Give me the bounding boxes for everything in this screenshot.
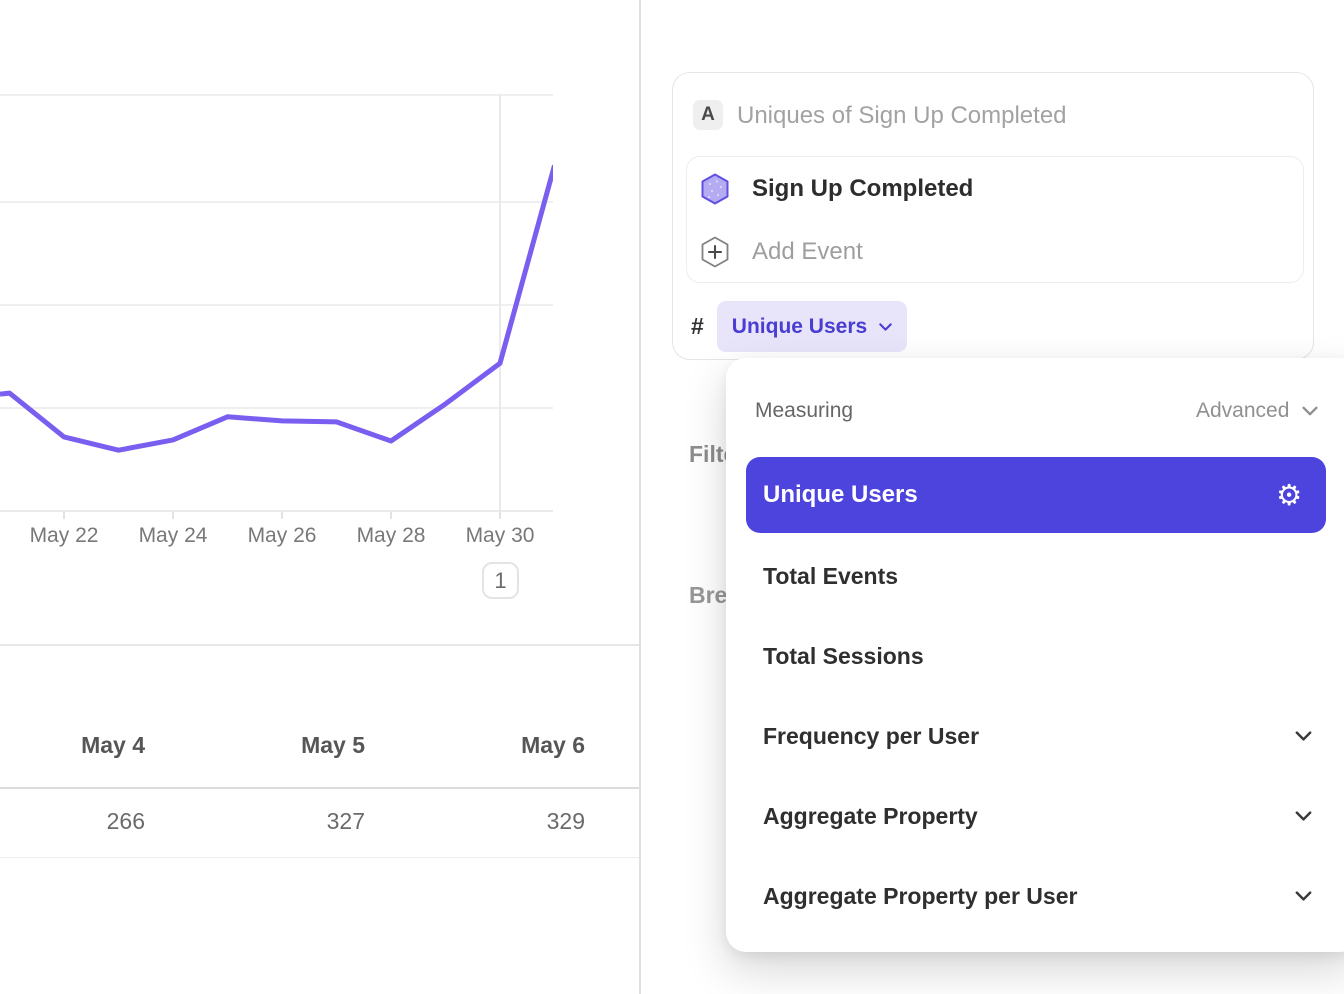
advanced-mode-selector[interactable]: Advanced: [1196, 399, 1318, 423]
pagination-page-button[interactable]: 1: [482, 562, 519, 599]
event-card: Sign Up Completed Add Event: [686, 156, 1304, 283]
menu-item-label: Total Sessions: [763, 642, 924, 669]
add-event-label: Add Event: [752, 237, 863, 265]
x-axis-tick-label: May 28: [356, 524, 426, 547]
event-hexagon-icon: [701, 173, 729, 204]
series-letter-badge: A: [693, 100, 723, 130]
event-name-label: Sign Up Completed: [752, 174, 974, 202]
series-title: Uniques of Sign Up Completed: [737, 102, 1067, 129]
menu-item-total-events[interactable]: Total Events: [763, 560, 1312, 592]
table-header-rule: [0, 787, 639, 789]
advanced-mode-label: Advanced: [1196, 399, 1290, 422]
event-row[interactable]: Sign Up Completed: [687, 157, 1303, 220]
x-axis-tick-label: May 24: [138, 524, 208, 547]
panel-divider: [639, 0, 641, 994]
series-line: [0, 164, 553, 453]
query-series-panel: A Uniques of Sign Up Completed Sign Up C…: [672, 72, 1314, 360]
table-row-rule: [0, 857, 639, 858]
menu-item-label: Total Events: [763, 562, 899, 589]
table-cell-value: 266: [106, 808, 145, 834]
measuring-header-label: Measuring: [755, 399, 854, 422]
menu-item-unique-users[interactable]: Unique Users ⚙: [746, 457, 1326, 533]
x-axis-tick-label: May 22: [29, 524, 99, 547]
add-event-button[interactable]: Add Event: [687, 220, 1303, 283]
x-axis-tick-label: May 30: [465, 524, 535, 547]
hash-icon: #: [691, 313, 704, 339]
metric-value-label: Unique Users: [731, 314, 868, 338]
chevron-down-icon: [1302, 406, 1318, 416]
table-cell-value: 329: [546, 808, 585, 834]
chart-section: May 22 May 24 May 26 May 28 May 30 1 May 4 Ma…: [0, 0, 639, 994]
menu-item-label: Aggregate Property per User: [763, 882, 1078, 909]
chevron-down-icon: [1295, 891, 1312, 901]
measuring-dropdown-menu: Measuring Advanced Unique Users ⚙ Total …: [726, 358, 1344, 952]
table-column-header: May 5: [301, 732, 365, 758]
menu-item-aggregate-property[interactable]: Aggregate Property: [763, 800, 1312, 832]
line-chart: [0, 94, 553, 519]
menu-item-total-sessions[interactable]: Total Sessions: [763, 640, 1312, 672]
chevron-down-icon: [1295, 731, 1312, 741]
gear-icon[interactable]: ⚙: [1276, 477, 1302, 512]
chevron-down-icon: [1295, 811, 1312, 821]
menu-item-aggregate-property-per-user[interactable]: Aggregate Property per User: [763, 880, 1312, 912]
table-cell-value: 327: [326, 808, 365, 834]
menu-item-label: Unique Users: [763, 481, 918, 508]
table-column-header: May 4: [81, 732, 145, 758]
table-column-header: May 6: [521, 732, 585, 758]
x-axis-tick-label: May 26: [247, 524, 317, 547]
section-divider: [0, 644, 639, 646]
menu-item-label: Aggregate Property: [763, 802, 978, 829]
menu-item-frequency-per-user[interactable]: Frequency per User: [763, 720, 1312, 752]
metric-selector-button[interactable]: Unique Users: [716, 301, 908, 352]
add-event-plus-icon: [701, 236, 729, 267]
menu-item-label: Frequency per User: [763, 722, 980, 749]
chevron-down-icon: [879, 322, 892, 331]
metric-row: # Unique Users: [691, 301, 908, 352]
